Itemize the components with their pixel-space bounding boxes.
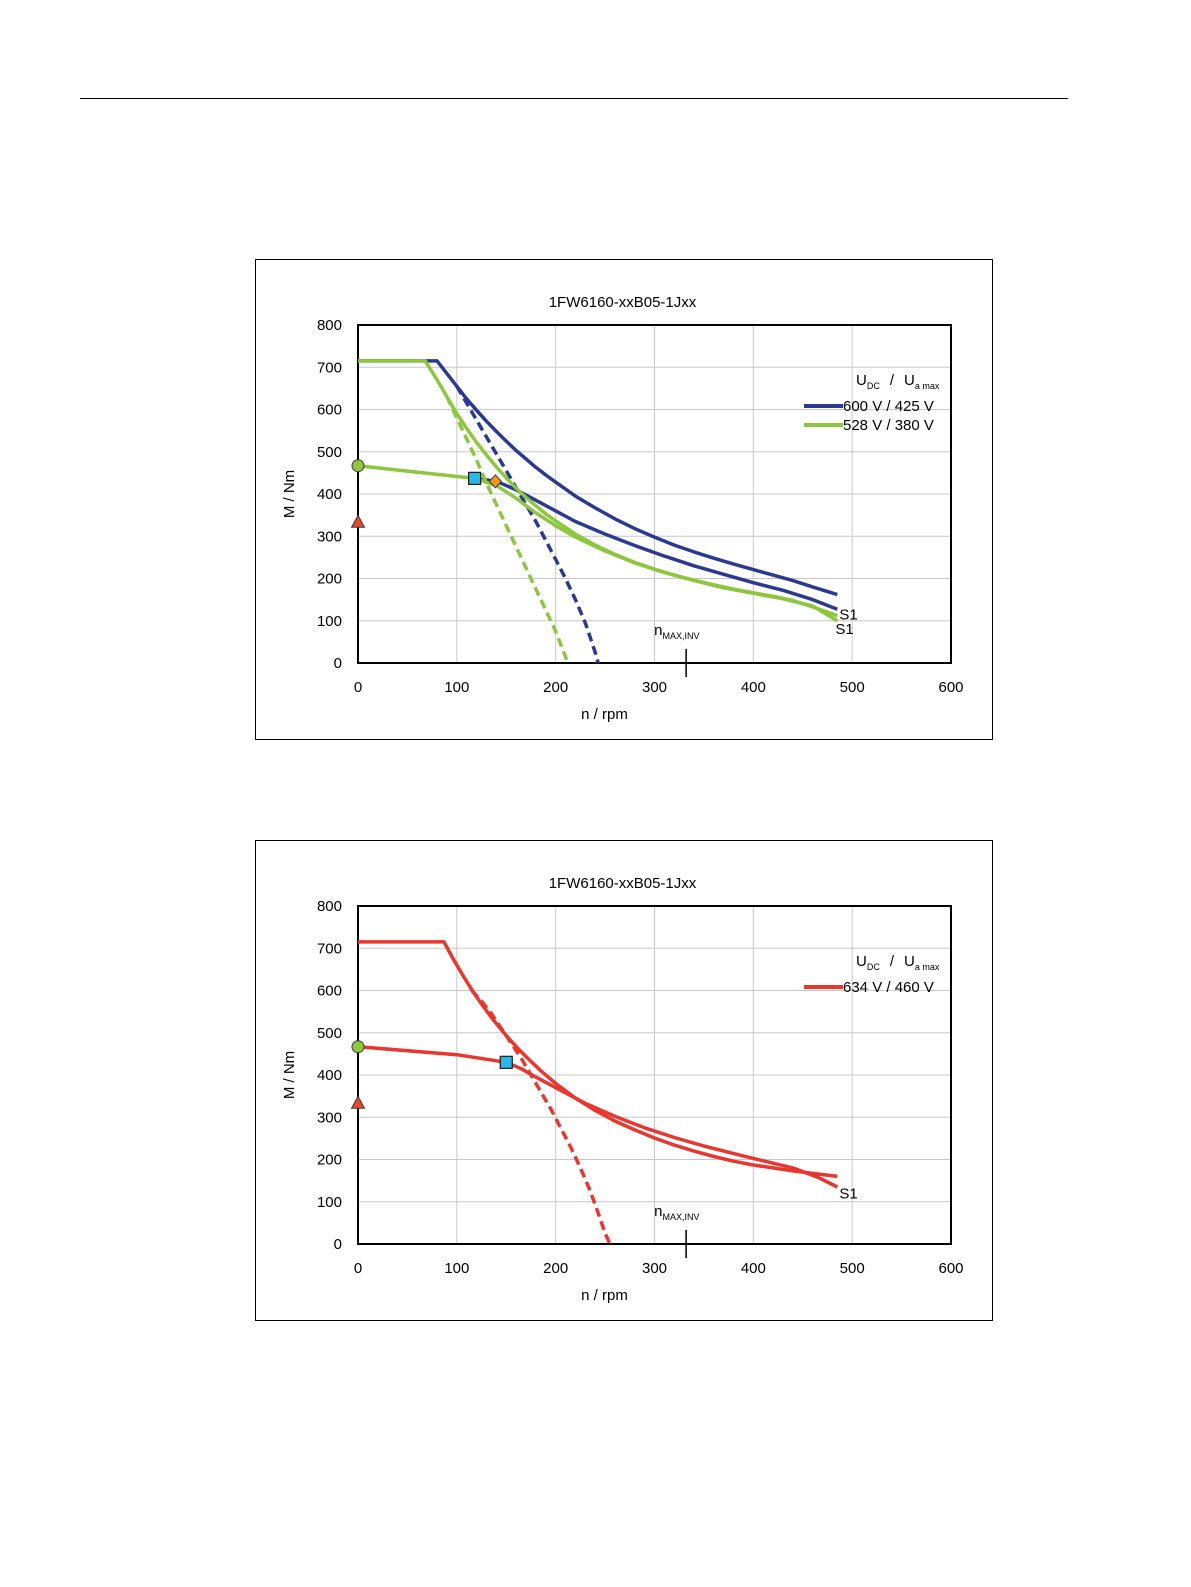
page-header-rule	[80, 98, 1068, 99]
chart-title: 1FW6160-xxB05-1Jxx	[549, 294, 697, 311]
legend-header-header-main-2: U	[904, 372, 915, 389]
series-line-dashed	[470, 989, 612, 1245]
n-max-inv-sub: MAX,INV	[662, 631, 699, 641]
y-axis-label: M / Nm	[281, 470, 298, 518]
x-tick-label: 400	[741, 1260, 766, 1277]
x-tick-label: 200	[543, 1260, 568, 1277]
legend-header: UDC / Ua max	[856, 953, 940, 972]
legend-entry-label: 600 V / 425 V	[843, 398, 934, 415]
y-tick-label: 700	[317, 940, 342, 957]
series-line-dashed	[445, 396, 570, 664]
x-tick-label: 600	[938, 679, 963, 696]
y-tick-label: 0	[334, 655, 342, 672]
n-max-inv-label: nMAX,INV	[654, 1203, 699, 1222]
n-max-inv-sub: MAX,INV	[662, 1212, 699, 1222]
legend-entry-label: 528 V / 380 V	[843, 417, 934, 434]
marker-square	[468, 471, 482, 485]
torque-speed-chart-1: 1FW6160-xxB05-1Jxx 0 100 200 300 400 500 600 0 10…	[255, 259, 993, 740]
series-line-dashed	[455, 385, 600, 664]
s1-label: S1	[835, 621, 853, 638]
x-tick-label: 100	[444, 1260, 469, 1277]
y-tick-label: 400	[317, 1067, 342, 1084]
y-tick-label: 400	[317, 486, 342, 503]
chart-svg: 1FW6160-xxB05-1Jxx 0 100 200 300 400 500 600 0 10…	[281, 875, 964, 1304]
x-tick-label: 500	[840, 679, 865, 696]
x-tick-label: 0	[354, 1260, 362, 1277]
legend-header-header-main-2: U	[904, 953, 915, 970]
y-tick-label: 0	[334, 1236, 342, 1253]
n-max-inv-label: nMAX,INV	[654, 622, 699, 641]
x-tick-label: 300	[642, 679, 667, 696]
n-max-inv-main: n	[654, 622, 662, 639]
x-tick-label: 200	[543, 679, 568, 696]
x-axis-label: n / rpm	[581, 706, 628, 723]
legend-header-header-sub-1: DC	[867, 381, 880, 391]
x-tick-label: 100	[444, 679, 469, 696]
legend-header-header-sub-2: a max	[915, 381, 940, 391]
legend-header-header-sub-2: a max	[915, 962, 940, 972]
x-tick-label: 600	[938, 1260, 963, 1277]
marker-circle	[351, 1040, 365, 1054]
y-tick-label: 100	[317, 613, 342, 630]
marker-square	[499, 1055, 513, 1069]
plot-frame	[357, 905, 952, 1245]
y-tick-label: 500	[317, 444, 342, 461]
chart-title: 1FW6160-xxB05-1Jxx	[549, 875, 697, 892]
y-tick-label: 200	[317, 1152, 342, 1169]
legend-header: UDC / Ua max	[856, 372, 940, 391]
y-tick-label: 200	[317, 571, 342, 588]
y-tick-label: 700	[317, 359, 342, 376]
y-tick-label: 300	[317, 528, 342, 545]
legend-header-header-main-1: U	[856, 953, 867, 970]
marker-diamond	[488, 474, 503, 489]
grid	[357, 324, 952, 664]
y-axis-label: M / Nm	[281, 1051, 298, 1099]
x-tick-label: 0	[354, 679, 362, 696]
s1-label: S1	[839, 1185, 857, 1202]
x-tick-label: 300	[642, 1260, 667, 1277]
legend-header-header-sep: /	[890, 372, 895, 389]
plot-frame	[357, 324, 952, 664]
chart-svg: 1FW6160-xxB05-1Jxx 0 100 200 300 400 500 600 0 10…	[281, 294, 964, 723]
marker-circle	[351, 459, 365, 473]
legend-header-header-sub-1: DC	[867, 962, 880, 972]
y-tick-label: 100	[317, 1194, 342, 1211]
x-axis-label: n / rpm	[581, 1287, 628, 1304]
n-max-inv-main: n	[654, 1203, 662, 1220]
series-line-solid	[357, 463, 839, 623]
y-tick-label: 600	[317, 983, 342, 1000]
x-tick-label: 400	[741, 679, 766, 696]
s1-label: S1	[839, 606, 857, 623]
legend-entry-label: 634 V / 460 V	[843, 979, 934, 996]
legend-header-header-main-1: U	[856, 372, 867, 389]
legend-header-header-sep: /	[890, 953, 895, 970]
y-tick-label: 500	[317, 1025, 342, 1042]
series-line-solid	[357, 1044, 839, 1189]
y-tick-label: 800	[317, 898, 342, 915]
torque-speed-chart-2: 1FW6160-xxB05-1Jxx 0 100 200 300 400 500 600 0 10…	[255, 840, 993, 1321]
marker-triangle	[350, 1095, 366, 1109]
y-tick-label: 800	[317, 317, 342, 334]
marker-triangle	[350, 514, 366, 528]
series-line-solid	[358, 359, 838, 597]
y-tick-label: 600	[317, 402, 342, 419]
series-line-solid	[358, 940, 838, 1179]
x-tick-label: 500	[840, 1260, 865, 1277]
series-line-solid	[358, 359, 838, 618]
y-tick-label: 300	[317, 1109, 342, 1126]
